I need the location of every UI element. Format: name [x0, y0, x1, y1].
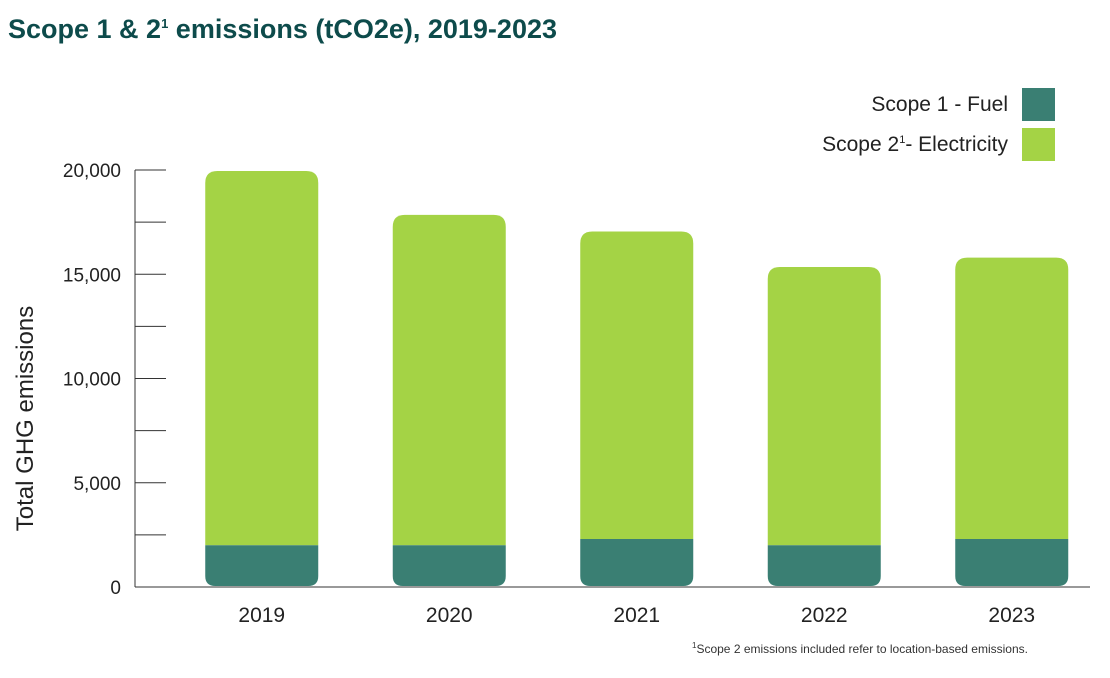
x-tick-label: 2019 [238, 604, 285, 627]
x-tick-label: 2020 [426, 604, 473, 627]
y-tick-label: 5,000 [73, 474, 121, 495]
y-tick-label: 20,000 [63, 161, 121, 182]
bar-scope2-2021 [580, 231, 694, 540]
legend-item-scope2: Scope 21- Electricity [822, 128, 1055, 161]
bar-scope2-2023 [955, 257, 1069, 540]
legend-label-scope2: Scope 21- Electricity [822, 132, 1008, 156]
legend-swatch-scope2 [1022, 128, 1055, 161]
legend-item-scope1: Scope 1 - Fuel [871, 88, 1055, 121]
bar-scope1-2019 [205, 545, 319, 586]
x-tick-label: 2023 [988, 604, 1035, 627]
bar-scope1-2021 [580, 539, 694, 586]
bar-scope1-2020 [392, 545, 506, 586]
bar-scope2-2022 [767, 266, 881, 546]
y-tick-label: 10,000 [63, 370, 121, 391]
y-tick-label: 0 [110, 578, 121, 599]
bar-scope2-2020 [392, 214, 506, 546]
x-tick-label: 2021 [613, 604, 660, 627]
bar-scope1-2022 [767, 545, 881, 586]
legend-swatch-scope1 [1022, 88, 1055, 121]
bar-scope2-2019 [205, 171, 319, 546]
x-tick-label: 2022 [801, 604, 848, 627]
footnote: 1Scope 2 emissions included refer to loc… [692, 641, 1028, 657]
legend-label-scope1: Scope 1 - Fuel [871, 92, 1008, 116]
y-tick-label: 15,000 [63, 265, 121, 286]
page-title: Scope 1 & 21 emissions (tCO2e), 2019-202… [8, 14, 557, 44]
y-axis-label: Total GHG emissions [12, 306, 39, 531]
bar-scope1-2023 [955, 539, 1069, 586]
